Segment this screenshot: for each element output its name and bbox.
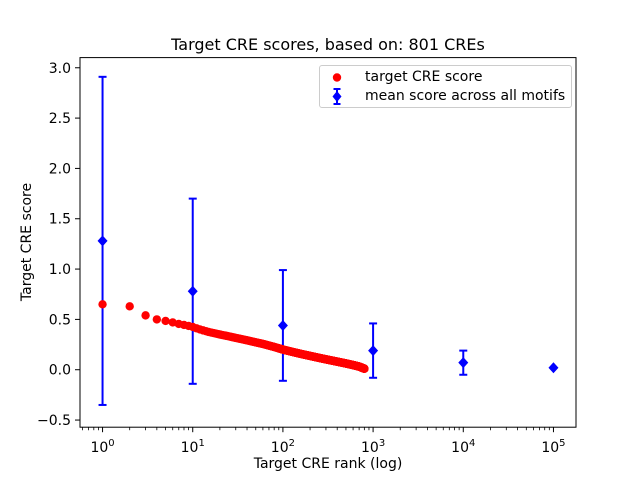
svg-text:101: 101 bbox=[181, 438, 205, 456]
svg-text:0.5: 0.5 bbox=[49, 312, 71, 328]
svg-text:1.5: 1.5 bbox=[49, 212, 71, 228]
axes-frame bbox=[79, 57, 577, 428]
errorbar-series bbox=[97, 75, 559, 406]
chart-title: Target CRE scores, based on: 801 CREs bbox=[171, 35, 485, 54]
legend: target CRE score mean score across all m… bbox=[319, 65, 572, 108]
svg-text:0.0: 0.0 bbox=[49, 363, 71, 379]
legend-label: target CRE score bbox=[365, 69, 483, 85]
scatter-series bbox=[98, 300, 369, 373]
svg-text:100: 100 bbox=[90, 438, 114, 456]
svg-text:3.0: 3.0 bbox=[49, 61, 71, 77]
legend-row-mean-score: mean score across all motifs bbox=[321, 87, 571, 106]
blue-diamond-icon bbox=[321, 87, 353, 106]
svg-text:105: 105 bbox=[541, 438, 565, 456]
legend-row-target-score: target CRE score bbox=[321, 68, 571, 87]
axis-ticks: −0.5 0.0 0.5 1.0 1.5 2.0 2.5 3.0 100 101 102 103 104… bbox=[37, 61, 566, 456]
svg-text:104: 104 bbox=[451, 438, 475, 456]
svg-text:2.0: 2.0 bbox=[49, 161, 71, 177]
y-axis-label: Target CRE score bbox=[19, 182, 35, 302]
svg-text:−0.5: −0.5 bbox=[37, 413, 71, 429]
svg-text:1.0: 1.0 bbox=[49, 262, 71, 278]
svg-text:103: 103 bbox=[361, 438, 385, 456]
svg-text:102: 102 bbox=[271, 438, 295, 456]
legend-label: mean score across all motifs bbox=[365, 88, 566, 104]
svg-text:2.5: 2.5 bbox=[49, 111, 71, 127]
red-dot-icon bbox=[321, 68, 353, 87]
x-axis-label: Target CRE rank (log) bbox=[253, 456, 403, 472]
